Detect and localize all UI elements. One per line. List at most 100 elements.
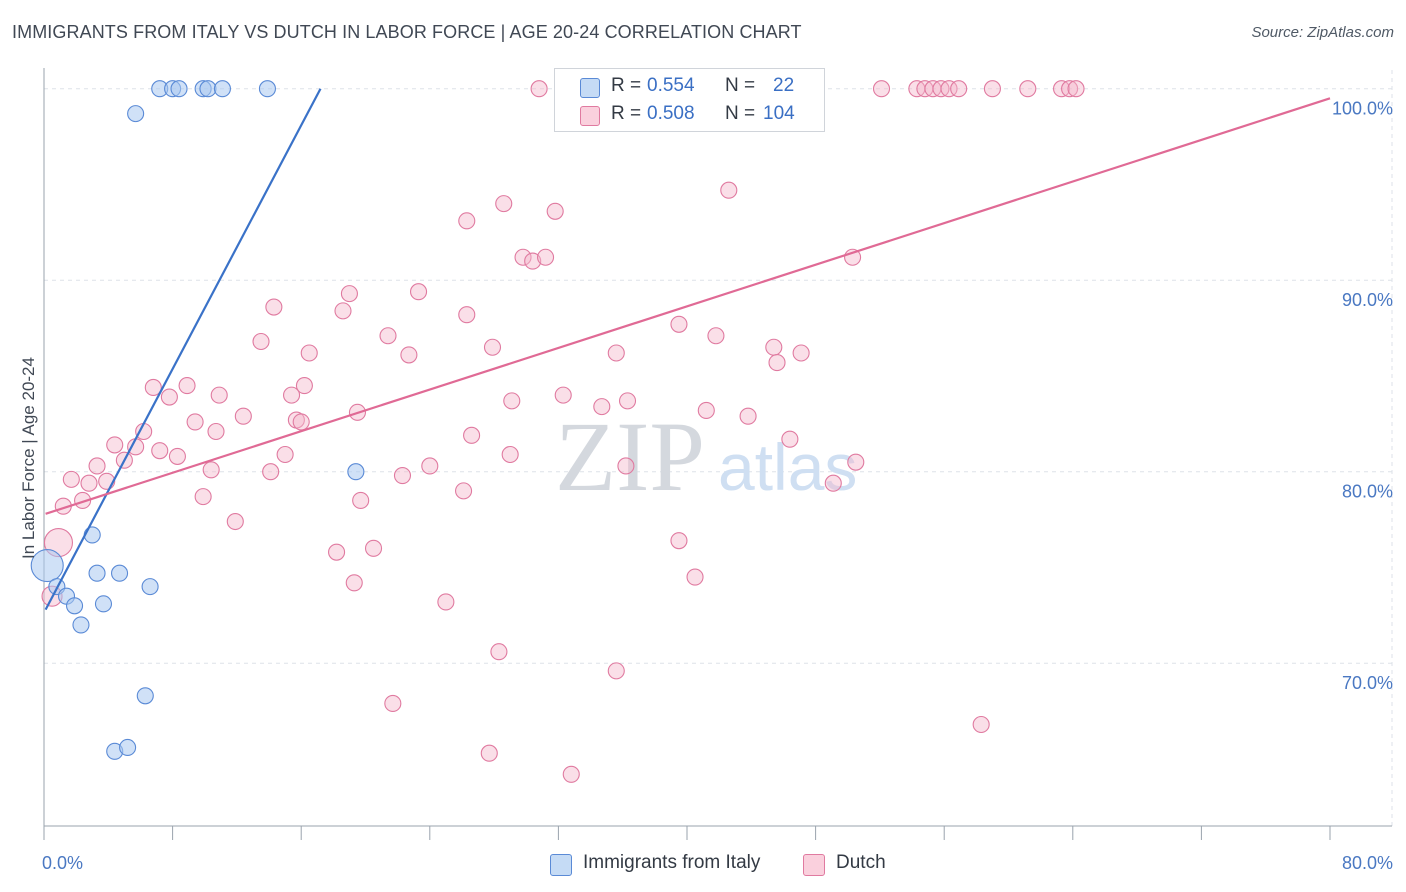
legend-r-value: 0.508 — [647, 103, 695, 124]
watermark-zip: ZIP — [555, 401, 705, 512]
x-tick-label: 0.0% — [42, 853, 83, 873]
dutch-point — [437, 593, 455, 611]
stats-legend: R = 0.554 N = 22 R = 0.508 N = 104 — [554, 68, 825, 132]
italy-point — [30, 549, 64, 583]
italy-point — [347, 463, 365, 481]
legend-label-italy: Immigrants from Italy — [583, 852, 761, 873]
italy-point — [72, 616, 90, 634]
dutch-point — [186, 413, 204, 431]
chart-title: IMMIGRANTS FROM ITALY VS DUTCH IN LABOR … — [12, 22, 802, 42]
series-legend: Immigrants from Italy Dutch — [0, 852, 1406, 878]
dutch-point — [872, 80, 891, 98]
dutch-point — [618, 392, 637, 410]
dutch-point — [168, 447, 186, 465]
dutch-point — [524, 252, 542, 270]
dutch-point — [950, 80, 968, 98]
dutch-point — [847, 453, 865, 471]
italy-trend-line — [44, 88, 322, 611]
dutch-point — [262, 463, 280, 481]
legend-swatch-italy — [580, 78, 600, 98]
dutch-point — [739, 407, 757, 425]
italy-point — [119, 738, 137, 757]
dutch-point — [210, 386, 228, 404]
dutch-point — [536, 248, 555, 266]
dutch-point — [379, 327, 397, 345]
legend-n-label: N = — [725, 75, 756, 96]
y-tick-label: 70.0% — [1342, 673, 1393, 693]
legend-swatch-italy — [550, 854, 572, 876]
axes — [43, 68, 1392, 840]
legend-n-label: N = — [725, 103, 756, 124]
italy-point — [213, 80, 231, 98]
dutch-point — [686, 568, 704, 586]
dutch-point — [490, 643, 508, 661]
dutch-point — [503, 392, 521, 410]
legend-swatch-dutch — [803, 854, 825, 876]
dutch-point — [144, 378, 162, 397]
italy-point — [88, 564, 106, 582]
dutch-point — [328, 543, 346, 561]
dutch-point — [400, 346, 418, 364]
dutch-point — [62, 470, 80, 488]
italy-point — [83, 526, 101, 544]
dutch-point — [160, 388, 178, 406]
italy-point — [141, 578, 159, 596]
dutch-point — [352, 491, 370, 510]
y-tick-label: 80.0% — [1342, 482, 1393, 502]
source-credit: Source: ZipAtlas.com — [1251, 24, 1394, 41]
dutch-point — [483, 338, 502, 356]
dutch-point — [940, 80, 958, 98]
italy-point — [258, 80, 276, 98]
dutch-point — [384, 694, 402, 712]
legend-swatch-dutch — [580, 106, 600, 126]
dutch-point — [501, 445, 519, 464]
dutch-point — [283, 386, 301, 404]
italy-points — [30, 80, 365, 760]
dutch-point — [1019, 80, 1037, 98]
dutch-point — [765, 338, 783, 356]
dutch-point — [781, 430, 799, 448]
dutch-point — [1067, 80, 1085, 98]
dutch-point — [530, 80, 548, 98]
dutch-point — [409, 283, 428, 301]
dutch-point — [364, 539, 383, 557]
dutch-point — [670, 532, 688, 550]
dutch-points — [41, 80, 1085, 783]
legend-r-value: 0.554 — [647, 75, 695, 96]
dutch-point — [463, 426, 481, 444]
legend-r-label: R = — [611, 75, 642, 96]
italy-point — [170, 80, 188, 98]
dutch-point — [202, 461, 220, 479]
dutch-point — [106, 436, 124, 454]
dutch-point — [720, 181, 738, 199]
dutch-point — [252, 332, 270, 351]
dutch-point — [295, 376, 313, 395]
y-tick-label: 90.0% — [1342, 290, 1393, 310]
dutch-point — [292, 413, 310, 431]
dutch-point — [495, 195, 513, 213]
dutch-point — [707, 327, 725, 345]
dutch-point — [393, 467, 412, 485]
dutch-point — [607, 662, 625, 680]
italy-point — [199, 80, 217, 98]
dutch-point — [234, 407, 252, 425]
dutch-point — [514, 248, 532, 266]
legend-row-dutch: R = 0.508 N = 104 — [555, 101, 824, 129]
dutch-point — [593, 398, 611, 416]
dutch-point — [546, 202, 564, 220]
dutch-point — [458, 306, 476, 324]
dutch-point — [455, 482, 473, 500]
dutch-point — [340, 285, 358, 303]
dutch-point — [617, 457, 635, 475]
dutch-point — [88, 457, 106, 475]
dutch-point — [194, 488, 212, 506]
legend-n-value: 104 — [763, 103, 795, 124]
dutch-point — [554, 386, 572, 404]
italy-point — [94, 595, 113, 613]
x-tick-label: 80.0% — [1342, 853, 1393, 873]
dutch-point — [562, 765, 580, 783]
dutch-point — [265, 298, 283, 316]
dutch-point — [768, 354, 786, 372]
dutch-point — [334, 302, 352, 320]
